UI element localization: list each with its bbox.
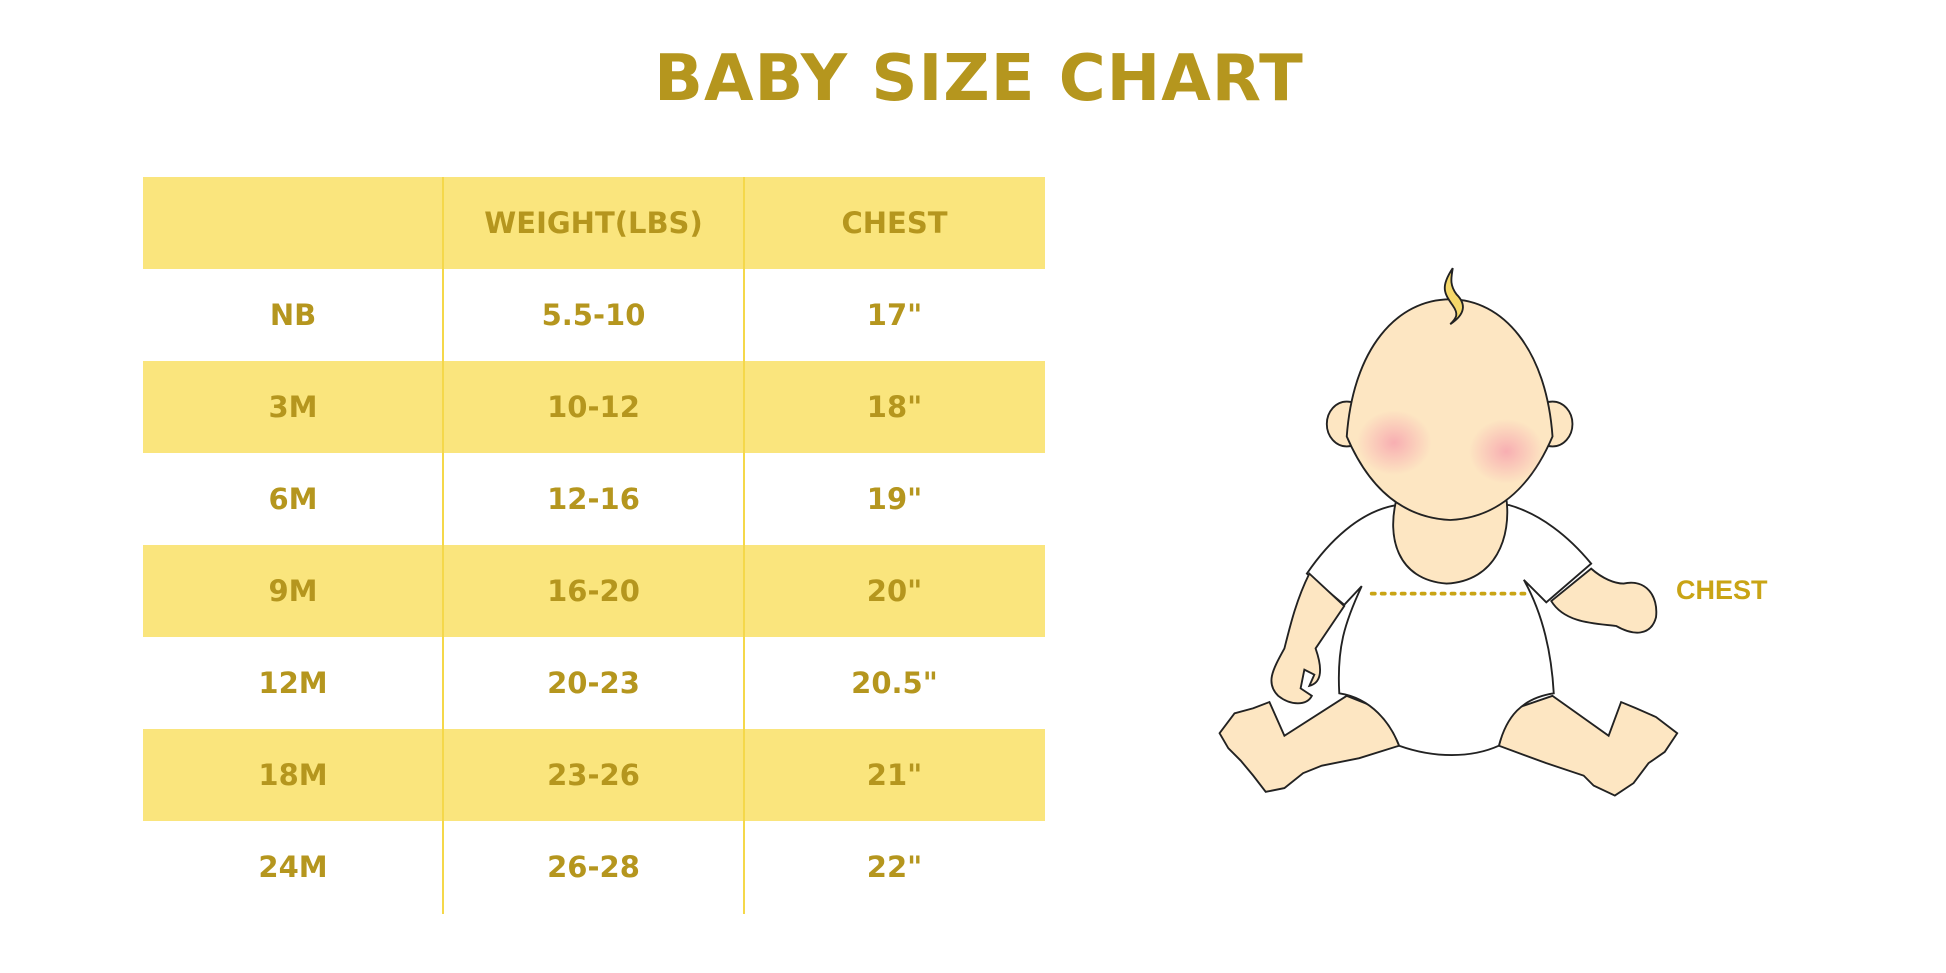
header-chest: CHEST	[841, 206, 948, 240]
left-arm	[1270, 572, 1346, 705]
weight-cell: 5.5-10	[541, 298, 646, 332]
weight-cell: 23-26	[547, 758, 640, 792]
column-divider	[743, 177, 745, 914]
table-row: NB 5.5-10 17"	[143, 269, 1045, 361]
chest-cell: 19"	[866, 482, 923, 516]
size-cell: 18M	[258, 758, 328, 792]
size-cell: NB	[269, 298, 317, 332]
page-title: BABY SIZE CHART	[654, 42, 1304, 116]
weight-cell: 10-12	[547, 390, 640, 424]
head	[1345, 298, 1554, 521]
weight-cell: 26-28	[547, 850, 640, 884]
neck	[1392, 497, 1509, 585]
table-header-row: WEIGHT(LBS) CHEST	[143, 177, 1045, 269]
table-row: 6M 12-16 19"	[143, 453, 1045, 545]
table-row: 24M 26-28 22"	[143, 821, 1045, 913]
weight-cell: 16-20	[547, 574, 640, 608]
chest-cell: 20"	[866, 574, 923, 608]
size-cell: 24M	[258, 850, 328, 884]
table-row: 18M 23-26 21"	[143, 729, 1045, 821]
table-row: 12M 20-23 20.5"	[143, 637, 1045, 729]
chest-label: CHEST	[1676, 575, 1768, 605]
size-cell: 12M	[258, 666, 328, 700]
size-table: WEIGHT(LBS) CHEST NB 5.5-10 17" 3M 10-12…	[143, 177, 1045, 913]
onesie	[1305, 504, 1593, 756]
weight-cell: 20-23	[547, 666, 640, 700]
chest-cell: 21"	[866, 758, 923, 792]
right-leg	[1497, 694, 1679, 797]
size-cell: 9M	[268, 574, 318, 608]
header-weight: WEIGHT(LBS)	[484, 206, 703, 240]
chest-cell: 20.5"	[851, 666, 938, 700]
chest-cell: 17"	[866, 298, 923, 332]
right-arm	[1550, 567, 1658, 634]
hair-curl-icon	[1443, 267, 1464, 325]
left-leg	[1218, 694, 1401, 793]
chest-cell: 18"	[866, 390, 923, 424]
table-row: 9M 16-20 20"	[143, 545, 1045, 637]
column-divider	[442, 177, 444, 914]
size-cell: 6M	[268, 482, 318, 516]
table-row: 3M 10-12 18"	[143, 361, 1045, 453]
size-cell: 3M	[268, 390, 318, 424]
weight-cell: 12-16	[547, 482, 640, 516]
chest-cell: 22"	[866, 850, 923, 884]
